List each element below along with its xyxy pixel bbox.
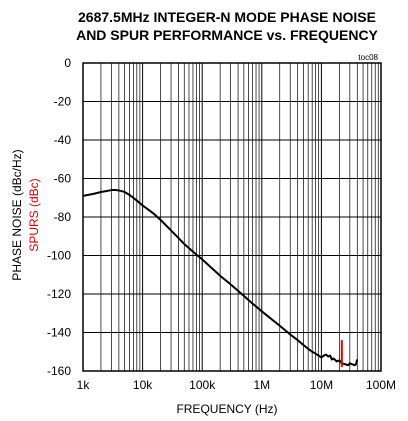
y-tick-label: -120 [47,287,71,301]
y-axis-label-spurs: SPURS (dBc) [27,178,41,251]
chart-corner-label: toc08 [358,53,378,62]
y-tick-label: -80 [54,210,72,224]
x-axis-label: FREQUENCY (Hz) [176,402,277,416]
y-tick-label: -20 [54,95,72,109]
x-tick-label: 10M [310,378,333,392]
y-axis-label-group: PHASE NOISE (dBc/Hz) [10,149,24,280]
y-axis-label-phase-noise: PHASE NOISE (dBc/Hz) [10,149,24,280]
chart-title-line-2: AND SPUR PERFORMANCE vs. FREQUENCY [76,27,378,43]
y-tick-label: -100 [47,249,71,263]
tick-labels: 1k 10k 100k 1M 10M 100M 0 -20 -40 -60 -80 -100 -120 -… [47,56,396,392]
x-tick-label: 10k [133,378,153,392]
y-tick-label: -40 [54,133,72,147]
x-tick-label: 100k [189,378,216,392]
grid [82,62,381,372]
x-tick-label: 100M [366,378,396,392]
y-tick-label: 0 [64,56,71,70]
plot-frame [82,62,382,372]
x-tick-label: 1k [77,378,91,392]
series-layer [82,189,359,368]
phase-noise-line [82,189,359,367]
y-tick-label: -140 [47,326,71,340]
chart-title-line-1: 2687.5MHz INTEGER-N MODE PHASE NOISE [78,9,376,25]
y-axis-label-spurs-group: SPURS (dBc) [27,178,41,251]
x-tick-label: 1M [253,378,270,392]
y-tick-label: -160 [47,364,71,378]
y-tick-label: -60 [54,172,72,186]
